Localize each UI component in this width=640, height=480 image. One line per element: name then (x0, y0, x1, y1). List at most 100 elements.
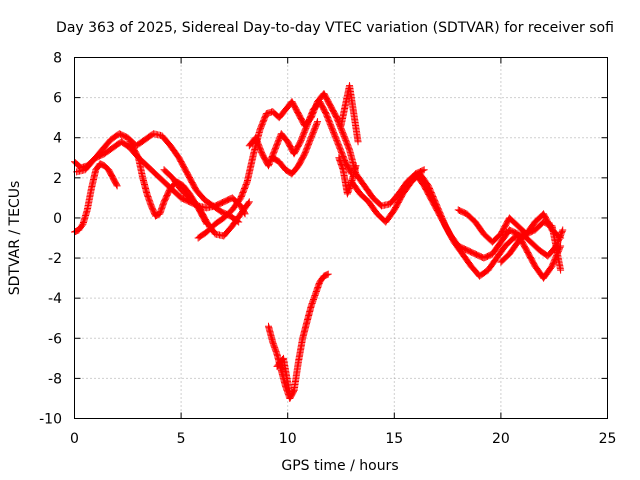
data-point (295, 140, 303, 148)
data-point (465, 260, 473, 268)
x-tick-label: 0 (70, 431, 79, 447)
data-point (242, 181, 250, 189)
data-point (83, 207, 91, 215)
data-point (286, 389, 294, 397)
data-point (121, 133, 129, 141)
data-point (108, 172, 116, 180)
data-point (533, 244, 541, 252)
data-point (147, 131, 155, 139)
data-point (270, 148, 278, 156)
data-point (419, 166, 427, 174)
x-tick-label: 25 (599, 431, 617, 447)
data-point (158, 176, 166, 184)
data-point (521, 244, 529, 252)
data-point (546, 264, 554, 272)
y-tick-label: 4 (53, 131, 62, 147)
data-point (469, 249, 477, 257)
data-point (244, 199, 252, 207)
data-point (165, 186, 173, 194)
data-point (207, 200, 215, 208)
data-point (226, 208, 234, 216)
data-point (280, 164, 288, 172)
data-point (88, 158, 96, 166)
data-point (529, 227, 537, 235)
chart-title: Day 363 of 2025, Sidereal Day-to-day VTE… (56, 20, 614, 36)
data-point (491, 256, 499, 264)
data-point (375, 200, 383, 208)
y-tick-label: -8 (48, 371, 62, 387)
data-point (87, 185, 95, 193)
y-tick-label: -4 (48, 291, 62, 307)
data-point (217, 216, 225, 224)
data-point (105, 138, 113, 146)
data-point (308, 108, 316, 116)
data-point (138, 137, 146, 145)
data-point (341, 103, 349, 111)
data-point (257, 147, 265, 155)
data-point (166, 172, 174, 180)
data-point (215, 206, 223, 214)
x-tick-label: 10 (279, 431, 297, 447)
data-point (525, 236, 533, 244)
data-point (334, 139, 342, 147)
data-point (460, 245, 468, 253)
data-point (556, 265, 564, 273)
data-point (293, 107, 301, 115)
data-point (113, 181, 121, 189)
plot-frame (74, 57, 608, 419)
grid (74, 57, 608, 419)
data-point (113, 131, 121, 139)
data-point (512, 220, 520, 228)
data-point (322, 271, 330, 279)
data-point (389, 208, 397, 216)
data-point (558, 227, 566, 235)
data-point (325, 99, 333, 107)
x-tick-label: 15 (385, 431, 403, 447)
data-point (321, 107, 329, 115)
data-point (453, 240, 461, 248)
data-points (71, 82, 567, 402)
data-point (200, 230, 208, 238)
data-point (106, 145, 114, 153)
data-point (354, 136, 362, 144)
data-point (363, 196, 371, 204)
data-point (149, 168, 157, 176)
data-point (235, 212, 243, 220)
data-point (313, 119, 321, 127)
data-point (306, 136, 314, 144)
x-tick-label: 5 (177, 431, 186, 447)
data-point (299, 152, 307, 160)
y-tick-label: 6 (53, 91, 62, 107)
data-point (352, 163, 360, 171)
data-point (327, 123, 335, 131)
data-point (460, 209, 468, 217)
data-point (244, 200, 252, 208)
data-point (344, 143, 352, 151)
data-point (217, 199, 225, 207)
data-point (556, 233, 564, 241)
data-point (133, 151, 141, 159)
data-point (359, 179, 367, 187)
data-point (338, 127, 346, 135)
data-point (182, 167, 190, 175)
data-point (201, 215, 209, 223)
data-point (427, 195, 435, 203)
y-tick-label: 8 (53, 51, 62, 67)
x-axis-label: GPS time / hours (281, 458, 398, 474)
data-point (469, 216, 477, 224)
data-point (191, 183, 199, 191)
y-tick-label: 0 (53, 211, 62, 227)
data-point (209, 222, 217, 230)
data-point (75, 162, 83, 170)
data-point (183, 192, 191, 200)
tick-labels: 0 5 10 15 20 25 -10 -8 -6 -4 -2 0 2 4 6 8 (39, 51, 616, 448)
data-point (331, 111, 339, 119)
data-point (312, 120, 320, 128)
y-tick-label: -2 (48, 251, 62, 267)
data-point (541, 250, 549, 258)
y-tick-label: -6 (48, 331, 62, 347)
data-point (418, 179, 426, 187)
data-point (504, 228, 512, 236)
data-point (530, 260, 538, 268)
